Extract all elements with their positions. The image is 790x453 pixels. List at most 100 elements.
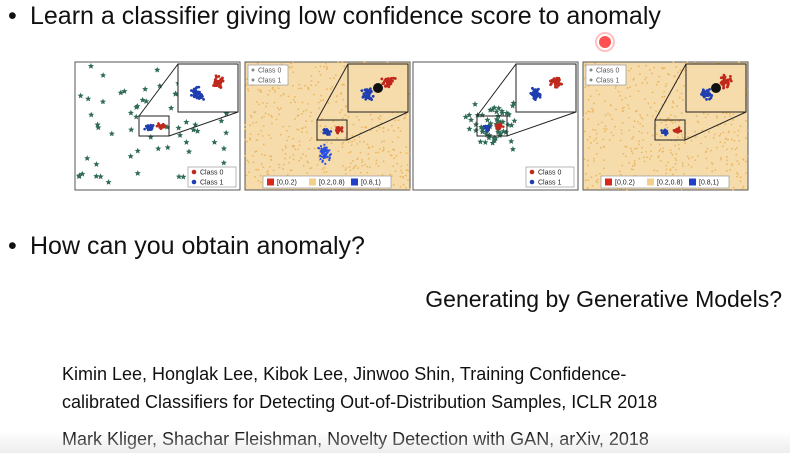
conf-dot: [324, 146, 327, 149]
bg-dot: [733, 131, 736, 134]
bg-dot: [666, 117, 669, 120]
bg-dot: [589, 95, 592, 98]
conf-dot: [321, 159, 324, 162]
star-point: [100, 72, 107, 78]
conf-dot: [317, 146, 320, 150]
bg-dot: [298, 140, 301, 143]
bg-dot: [254, 111, 257, 113]
bg-dot: [324, 62, 327, 65]
bg-dot: [669, 169, 672, 172]
bg-dot: [305, 109, 308, 112]
bg-dot: [628, 107, 630, 110]
bg-dot: [330, 142, 333, 145]
bg-dot: [404, 186, 407, 189]
bg-dot: [317, 101, 320, 104]
class1-dot: [708, 87, 711, 91]
bg-dot: [275, 118, 278, 121]
zoom-box: [654, 119, 686, 141]
bg-dot: [262, 143, 265, 146]
bg-dot: [643, 156, 645, 159]
star-point: [105, 179, 112, 185]
bg-dot: [300, 157, 303, 160]
star-point: [479, 128, 486, 135]
bg-dot: [319, 125, 322, 127]
bg-dot: [736, 134, 739, 137]
bg-dot: [260, 181, 262, 184]
legend-box: [585, 64, 627, 86]
star-point: [491, 134, 498, 141]
class0-dot: [214, 82, 218, 86]
bg-dot: [587, 110, 590, 113]
figure-panel: Class 0 Class 1 [0,0.2) [0.2,0.8) [0.8,1): [582, 61, 749, 191]
bg-dot: [664, 120, 667, 123]
class1-dot: [486, 130, 489, 133]
bg-dot: [595, 89, 598, 92]
bg-dot: [369, 113, 372, 116]
bg-dot: [707, 113, 709, 116]
bg-dot: [603, 145, 605, 148]
bg-dot: [686, 155, 689, 158]
bg-dot: [587, 98, 590, 101]
class0-dot: [389, 77, 393, 80]
bg-dot: [355, 115, 358, 118]
zoom-box: [138, 115, 170, 137]
bg-dot: [248, 137, 251, 140]
class1-dot: [195, 85, 199, 89]
bg-dot: [405, 169, 408, 172]
bg-dot: [261, 135, 264, 137]
bg-dot: [592, 109, 594, 111]
star-point: [489, 106, 496, 113]
bg-dot: [317, 156, 320, 159]
legend-swatch: [589, 68, 593, 72]
class1-dot: [532, 88, 536, 92]
legend-swatch: [251, 78, 255, 82]
class0-dot: [338, 128, 342, 132]
bg-dot: [300, 87, 303, 90]
bg-dot: [347, 141, 350, 144]
bg-dot: [687, 163, 690, 166]
bg-dot: [389, 173, 392, 176]
bg-dot: [261, 116, 263, 119]
bg-dot: [297, 108, 300, 111]
bg-dot: [278, 166, 281, 169]
star-point: [127, 153, 134, 159]
bg-dot: [586, 159, 589, 162]
bg-dot: [318, 70, 321, 73]
bg-dot: [644, 64, 647, 67]
bg-dot: [340, 109, 343, 112]
bg-dot: [382, 127, 384, 129]
class1-dot: [146, 128, 150, 132]
class1-dot: [361, 95, 365, 99]
bg-dot: [645, 150, 648, 153]
bg-dot: [690, 165, 693, 168]
zoom-box: [316, 119, 348, 141]
class0-dot: [387, 79, 390, 83]
bg-dot: [282, 92, 285, 95]
bg-dot: [400, 165, 403, 168]
bg-dot: [628, 116, 630, 119]
bg-dot: [288, 125, 291, 128]
bg-dot: [700, 142, 702, 145]
bg-dot: [343, 65, 346, 68]
bin-label: [0.8,1): [361, 179, 381, 186]
bg-dot: [734, 148, 737, 151]
class1-dot: [195, 96, 199, 99]
bg-dot: [715, 115, 718, 117]
bg-dot: [628, 69, 630, 72]
star-point: [462, 113, 469, 120]
star-point: [508, 122, 515, 128]
bg-dot: [336, 137, 338, 139]
bg-dot: [269, 155, 272, 157]
star-point: [472, 121, 479, 128]
conf-dot: [327, 149, 330, 152]
bg-dot: [622, 152, 625, 155]
class0-dot: [393, 77, 397, 80]
bg-dot: [678, 125, 680, 127]
star-point: [493, 116, 500, 122]
star-point: [478, 124, 485, 130]
bg-dot: [664, 85, 667, 87]
bg-dot: [271, 122, 273, 125]
bg-dot: [586, 138, 589, 141]
conf-dot: [324, 153, 327, 157]
bg-dot: [660, 66, 663, 69]
